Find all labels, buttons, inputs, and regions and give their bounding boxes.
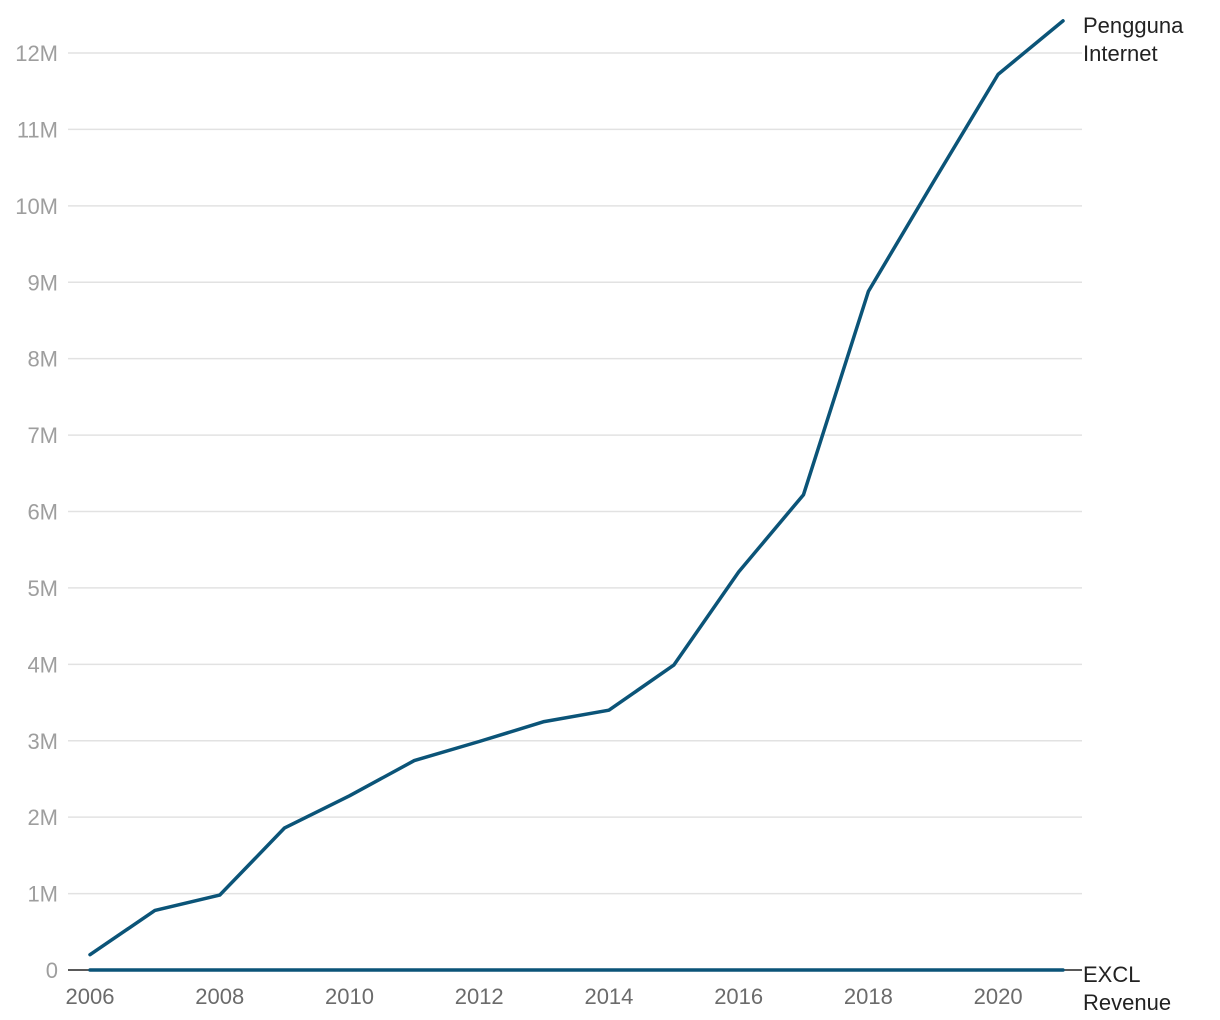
gridlines bbox=[68, 52, 1082, 895]
y-tick-label: 3M bbox=[27, 729, 58, 754]
y-tick-label: 0 bbox=[46, 958, 58, 983]
y-axis-ticks: 0 1M 2M 3M 4M 5M 6M 7M 8M 9M 10M 11M 12M bbox=[15, 41, 58, 983]
series-label: EXCL Revenue bbox=[1083, 962, 1171, 1015]
x-tick-label: 2006 bbox=[66, 984, 115, 1009]
series-labels: Pengguna Internet EXCL Revenue bbox=[1083, 13, 1184, 1015]
x-tick-label: 2008 bbox=[195, 984, 244, 1009]
y-tick-label: 11M bbox=[17, 117, 58, 142]
y-tick-label: 1M bbox=[27, 882, 58, 907]
x-tick-label: 2018 bbox=[844, 984, 893, 1009]
y-tick-label: 10M bbox=[15, 194, 58, 219]
y-tick-label: 9M bbox=[27, 270, 58, 295]
x-tick-label: 2016 bbox=[714, 984, 763, 1009]
series-lines bbox=[88, 19, 1065, 972]
x-tick-label: 2020 bbox=[974, 984, 1023, 1009]
y-tick-label: 7M bbox=[27, 423, 58, 448]
y-tick-label: 4M bbox=[27, 652, 58, 677]
y-tick-label: 6M bbox=[27, 500, 58, 525]
x-tick-label: 2012 bbox=[455, 984, 504, 1009]
y-tick-label: 8M bbox=[27, 347, 58, 372]
y-tick-label: 12M bbox=[15, 41, 58, 66]
x-tick-label: 2014 bbox=[584, 984, 633, 1009]
x-tick-label: 2010 bbox=[325, 984, 374, 1009]
y-tick-label: 2M bbox=[27, 805, 58, 830]
series-label: Pengguna Internet bbox=[1083, 13, 1184, 66]
x-axis-ticks: 2006 2008 2010 2012 2014 2016 2018 2020 bbox=[66, 984, 1023, 1009]
y-tick-label: 5M bbox=[27, 576, 58, 601]
series-line-pengguna-internet bbox=[88, 19, 1065, 957]
